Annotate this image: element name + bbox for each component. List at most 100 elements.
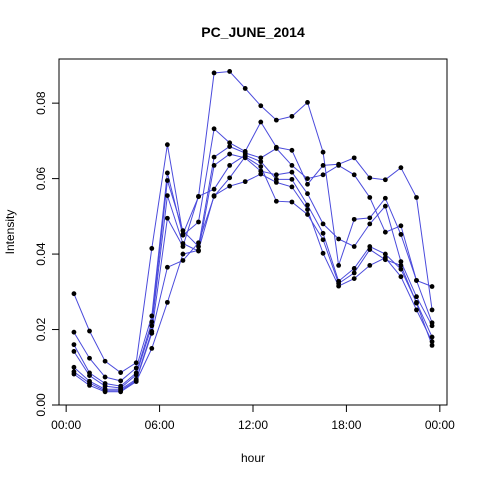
data-point: [149, 346, 155, 351]
series-lines: [73, 70, 433, 393]
data-point: [196, 240, 201, 246]
series-line-2: [73, 120, 433, 382]
data-point: [133, 365, 139, 371]
data-point: [289, 163, 295, 168]
x-axis: 00:00 06:00 12:00 18:00 00:00: [51, 404, 455, 432]
y-tick-label: 0.06: [34, 167, 48, 191]
x-tick-label: 06:00: [145, 418, 175, 432]
x-axis-label: hour: [241, 451, 265, 465]
data-point: [133, 372, 139, 378]
data-point: [102, 389, 108, 395]
data-point: [289, 169, 295, 175]
data-point: [367, 215, 373, 221]
x-tick-label: 00:00: [51, 418, 81, 432]
data-point: [149, 246, 155, 251]
data-point: [196, 193, 201, 199]
data-point: [367, 262, 373, 268]
data-point: [227, 163, 233, 168]
data-point: [258, 155, 264, 161]
data-point: [258, 164, 264, 169]
data-point: [133, 379, 139, 385]
data-point: [180, 232, 186, 238]
y-tick-label: 0.00: [34, 393, 48, 417]
data-point: [133, 360, 139, 366]
chart-title: PC_JUNE_2014: [201, 24, 305, 40]
series-line-3: [73, 145, 433, 387]
data-point: [242, 86, 248, 91]
data-point: [289, 184, 295, 190]
data-point: [351, 172, 357, 178]
data-point: [305, 181, 310, 187]
data-point: [227, 151, 233, 157]
data-point: [258, 171, 264, 177]
series-line-6: [73, 156, 433, 392]
data-point: [71, 349, 77, 354]
data-point: [351, 216, 357, 222]
data-point: [227, 140, 233, 146]
data-point: [211, 126, 217, 132]
data-point: [149, 330, 155, 336]
data-point: [414, 294, 419, 300]
data-point: [351, 270, 357, 276]
data-point: [87, 382, 92, 388]
data-point: [71, 371, 77, 377]
data-point: [164, 170, 170, 176]
data-point: [211, 193, 217, 198]
data-point: [351, 155, 357, 161]
series-line-4: [73, 153, 433, 389]
data-point: [429, 339, 435, 345]
x-tick-label: 00:00: [425, 418, 455, 432]
data-point: [87, 355, 92, 361]
data-point: [351, 276, 357, 281]
data-point: [367, 247, 373, 252]
data-point: [180, 258, 186, 263]
data-point: [367, 221, 373, 227]
data-point: [429, 323, 435, 329]
data-point: [273, 198, 279, 204]
y-tick-label: 0.04: [34, 242, 48, 266]
data-point: [336, 163, 342, 168]
data-point: [429, 334, 435, 340]
data-point: [227, 183, 233, 189]
data-point: [180, 251, 186, 257]
x-tick-label: 18:00: [331, 418, 361, 432]
data-point: [367, 175, 373, 181]
data-point: [382, 255, 388, 261]
data-point: [242, 154, 248, 160]
data-point: [196, 247, 201, 253]
data-point: [336, 236, 342, 242]
data-point: [414, 300, 419, 306]
data-point: [227, 175, 233, 181]
data-point: [429, 307, 435, 313]
data-point: [164, 299, 170, 305]
data-point: [211, 154, 217, 160]
data-point: [196, 219, 201, 225]
data-point: [305, 176, 310, 182]
series-points: [71, 69, 435, 395]
data-point: [211, 70, 217, 76]
data-point: [71, 364, 77, 370]
data-point: [398, 259, 404, 265]
data-point: [320, 163, 326, 168]
data-point: [149, 319, 155, 325]
series-line-5: [73, 154, 433, 390]
data-point: [164, 264, 170, 270]
data-point: [289, 199, 295, 205]
data-point: [102, 374, 108, 380]
data-point: [414, 278, 419, 283]
data-point: [382, 177, 388, 183]
data-point: [227, 144, 233, 149]
data-point: [336, 262, 342, 268]
series-line-1: [73, 70, 433, 374]
data-point: [149, 323, 155, 329]
data-point: [382, 251, 388, 257]
data-point: [180, 244, 186, 249]
data-point: [398, 266, 404, 272]
data-point: [149, 313, 155, 319]
data-point: [289, 113, 295, 119]
data-point: [305, 99, 310, 105]
data-point: [351, 244, 357, 249]
data-point: [320, 221, 326, 227]
data-point: [320, 237, 326, 243]
